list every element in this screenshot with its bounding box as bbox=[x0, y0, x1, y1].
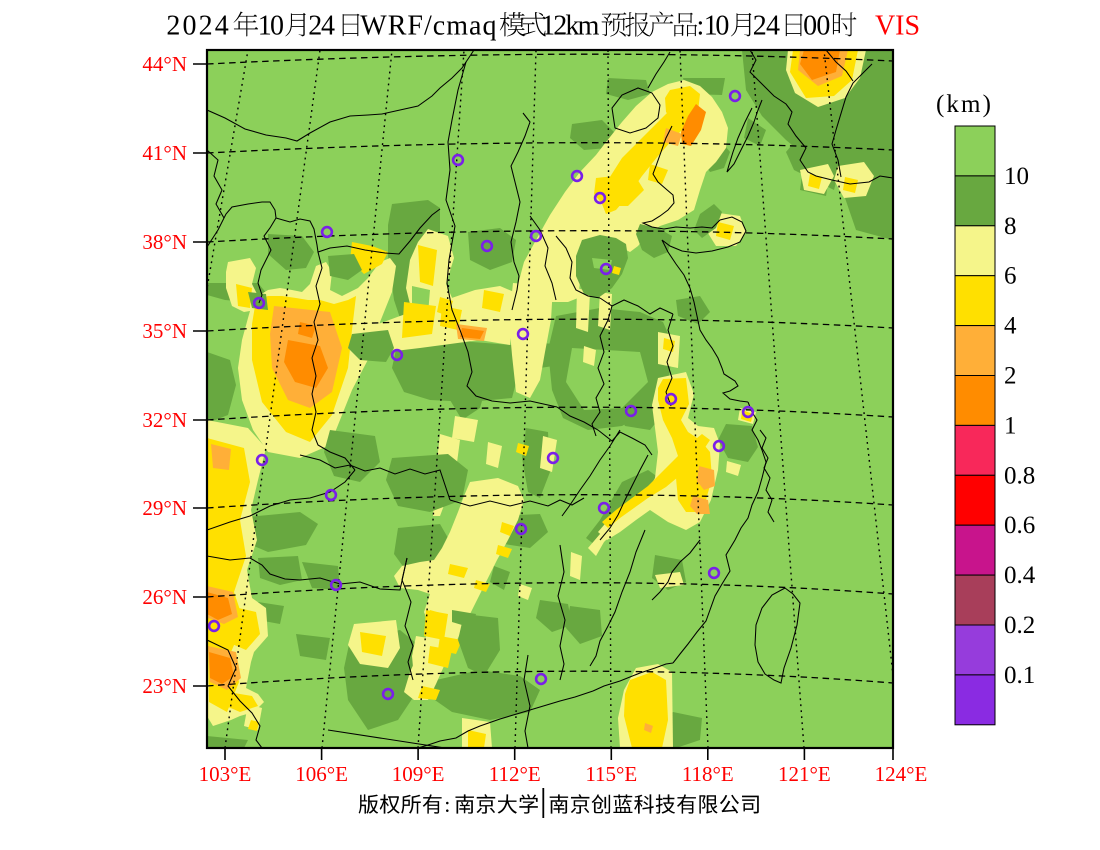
svg-text:0.2: 0.2 bbox=[1004, 612, 1035, 639]
svg-text:10: 10 bbox=[704, 11, 729, 42]
svg-text:12km: 12km bbox=[541, 11, 599, 42]
svg-text:103°E: 103°E bbox=[199, 762, 252, 786]
svg-text:6: 6 bbox=[1004, 263, 1017, 290]
svg-text:24: 24 bbox=[753, 11, 780, 42]
svg-text:41°N: 41°N bbox=[142, 141, 187, 165]
svg-text:38°N: 38°N bbox=[142, 230, 187, 254]
svg-text:44°N: 44°N bbox=[142, 52, 187, 76]
svg-text:23°N: 23°N bbox=[142, 674, 187, 698]
svg-text:0.4: 0.4 bbox=[1004, 562, 1036, 589]
svg-text:10: 10 bbox=[1004, 163, 1029, 190]
svg-text:115°E: 115°E bbox=[585, 762, 637, 786]
svg-text:24: 24 bbox=[308, 11, 335, 42]
svg-text:(km): (km) bbox=[936, 91, 993, 118]
svg-text:106°E: 106°E bbox=[295, 762, 348, 786]
svg-text:0.1: 0.1 bbox=[1004, 662, 1035, 689]
svg-text:109°E: 109°E bbox=[392, 762, 445, 786]
svg-text:29°N: 29°N bbox=[142, 496, 187, 520]
svg-text:8: 8 bbox=[1004, 213, 1017, 240]
svg-text:VIS: VIS bbox=[875, 11, 920, 42]
svg-text:124°E: 124°E bbox=[875, 762, 928, 786]
svg-text:1: 1 bbox=[1004, 412, 1017, 439]
svg-text:2024: 2024 bbox=[166, 11, 230, 42]
svg-text:32°N: 32°N bbox=[142, 408, 187, 432]
svg-text:121°E: 121°E bbox=[778, 762, 831, 786]
svg-text:00: 00 bbox=[803, 11, 830, 42]
svg-text::: : bbox=[697, 11, 705, 42]
svg-text:26°N: 26°N bbox=[142, 585, 187, 609]
svg-text:0.6: 0.6 bbox=[1004, 512, 1035, 539]
svg-text:118°E: 118°E bbox=[682, 762, 734, 786]
svg-text:112°E: 112°E bbox=[489, 762, 541, 786]
svg-text:10: 10 bbox=[258, 11, 283, 42]
svg-text:35°N: 35°N bbox=[142, 319, 187, 343]
svg-text:4: 4 bbox=[1004, 313, 1017, 340]
svg-text::: : bbox=[444, 792, 450, 817]
svg-text:0.8: 0.8 bbox=[1004, 462, 1035, 489]
svg-text:2: 2 bbox=[1004, 363, 1017, 390]
svg-text:WRF/cmaq: WRF/cmaq bbox=[360, 11, 497, 42]
